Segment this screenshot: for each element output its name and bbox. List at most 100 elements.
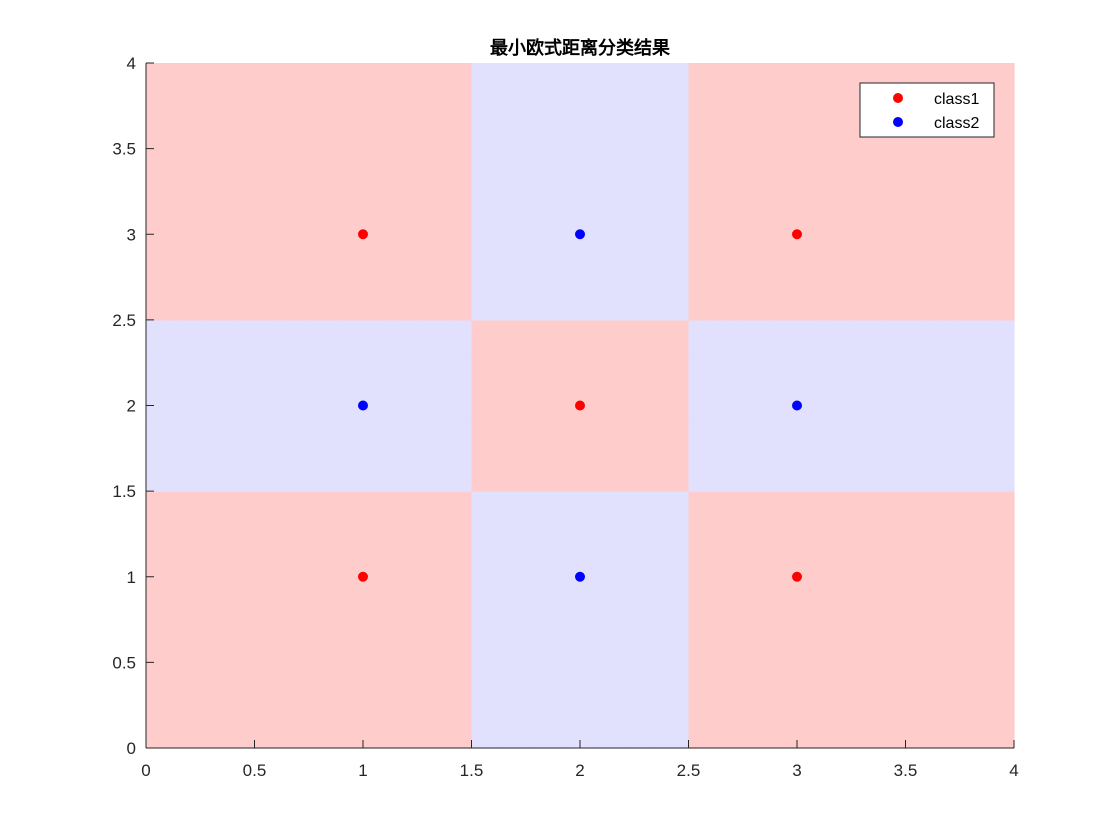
- region-cell-class2: [807, 405, 820, 415]
- region-cell-class2: [634, 508, 646, 518]
- region-cell-class2: [525, 551, 538, 561]
- region-cell-class2: [666, 251, 679, 261]
- region-cell-class1: [460, 576, 473, 586]
- region-cell-class1: [753, 259, 766, 270]
- region-cell-class1: [786, 722, 798, 732]
- region-cell-class1: [742, 688, 755, 698]
- region-cell-class2: [558, 63, 570, 73]
- region-cell-class1: [493, 414, 505, 424]
- region-cell-class1: [276, 122, 288, 133]
- region-cell-class2: [514, 88, 527, 98]
- region-cell-class2: [232, 337, 245, 347]
- region-cell-class2: [504, 251, 516, 261]
- region-cell-class2: [547, 311, 559, 321]
- region-cell-class2: [612, 268, 624, 278]
- region-cell-class1: [308, 259, 321, 270]
- region-cell-class2: [699, 431, 711, 441]
- region-cell-class1: [645, 328, 657, 338]
- region-cell-class2: [232, 345, 245, 355]
- region-cell-class1: [775, 576, 787, 586]
- region-cell-class1: [156, 259, 169, 270]
- region-cell-class2: [655, 628, 668, 638]
- region-cell-class1: [232, 713, 245, 723]
- region-cell-class1: [276, 568, 288, 578]
- region-cell-class1: [438, 174, 451, 184]
- region-cell-class2: [514, 294, 527, 304]
- region-cell-class1: [710, 302, 722, 312]
- region-cell-class1: [167, 645, 180, 655]
- region-cell-class1: [449, 491, 462, 501]
- region-cell-class1: [395, 653, 407, 663]
- region-cell-class2: [601, 739, 614, 749]
- region-cell-class2: [493, 80, 505, 90]
- region-cell-class2: [677, 730, 690, 741]
- region-cell-class2: [623, 131, 635, 141]
- region-cell-class1: [232, 277, 245, 287]
- region-cell-class1: [146, 148, 158, 158]
- region-cell-class2: [254, 405, 266, 415]
- region-cell-class2: [395, 456, 407, 467]
- region-cell-class1: [449, 131, 462, 141]
- region-cell-class2: [482, 491, 494, 501]
- region-cell-class2: [645, 602, 657, 612]
- region-cell-class1: [363, 157, 375, 167]
- region-cell-class2: [677, 88, 690, 98]
- region-cell-class2: [753, 448, 766, 458]
- region-cell-class2: [797, 431, 809, 441]
- region-cell-class2: [699, 482, 711, 492]
- region-cell-class1: [580, 431, 592, 441]
- region-cell-class2: [655, 225, 668, 235]
- region-cell-class2: [536, 508, 549, 518]
- region-cell-class1: [200, 131, 212, 141]
- region-cell-class1: [731, 80, 744, 90]
- region-cell-class1: [395, 208, 407, 218]
- region-cell-class1: [265, 679, 277, 689]
- region-cell-class1: [211, 174, 223, 184]
- region-cell-class2: [601, 491, 614, 501]
- region-cell-class1: [786, 131, 798, 141]
- region-cell-class2: [243, 379, 256, 389]
- region-cell-class1: [460, 140, 473, 150]
- region-cell-class1: [384, 208, 397, 218]
- region-cell-class2: [612, 542, 624, 552]
- region-cell-class2: [211, 482, 223, 492]
- region-cell-class1: [417, 251, 429, 261]
- region-cell-class2: [373, 422, 386, 432]
- region-cell-class1: [200, 140, 212, 150]
- region-cell-class1: [428, 533, 440, 544]
- region-cell-class2: [482, 208, 494, 218]
- region-cell-class2: [319, 337, 332, 347]
- region-cell-class2: [634, 576, 646, 586]
- region-cell-class1: [243, 71, 256, 81]
- region-cell-class2: [742, 474, 755, 484]
- region-cell-class1: [189, 611, 201, 621]
- region-cell-class1: [341, 696, 353, 706]
- region-cell-class1: [232, 174, 245, 184]
- region-cell-class1: [189, 97, 201, 107]
- region-cell-class2: [666, 259, 679, 270]
- region-cell-class1: [146, 71, 158, 81]
- region-cell-class1: [428, 88, 440, 98]
- region-cell-class2: [558, 533, 570, 544]
- region-cell-class1: [167, 294, 180, 304]
- region-cell-class1: [797, 499, 809, 509]
- region-cell-class1: [688, 63, 700, 73]
- region-cell-class1: [775, 268, 787, 278]
- region-cell-class1: [319, 491, 332, 501]
- region-cell-class1: [178, 611, 190, 621]
- region-cell-class1: [753, 722, 766, 732]
- region-cell-class1: [265, 491, 277, 501]
- region-cell-class2: [330, 371, 342, 381]
- region-cell-class1: [807, 670, 820, 681]
- region-cell-class1: [677, 362, 690, 372]
- region-cell-class1: [384, 628, 397, 638]
- region-cell-class1: [254, 225, 266, 235]
- region-cell-class1: [189, 234, 201, 244]
- region-cell-class2: [330, 388, 342, 398]
- region-cell-class1: [276, 585, 288, 595]
- region-cell-class2: [612, 88, 624, 98]
- region-cell-class1: [699, 619, 711, 629]
- region-cell-class1: [417, 585, 429, 595]
- region-cell-class1: [797, 508, 809, 518]
- region-cell-class1: [797, 200, 809, 210]
